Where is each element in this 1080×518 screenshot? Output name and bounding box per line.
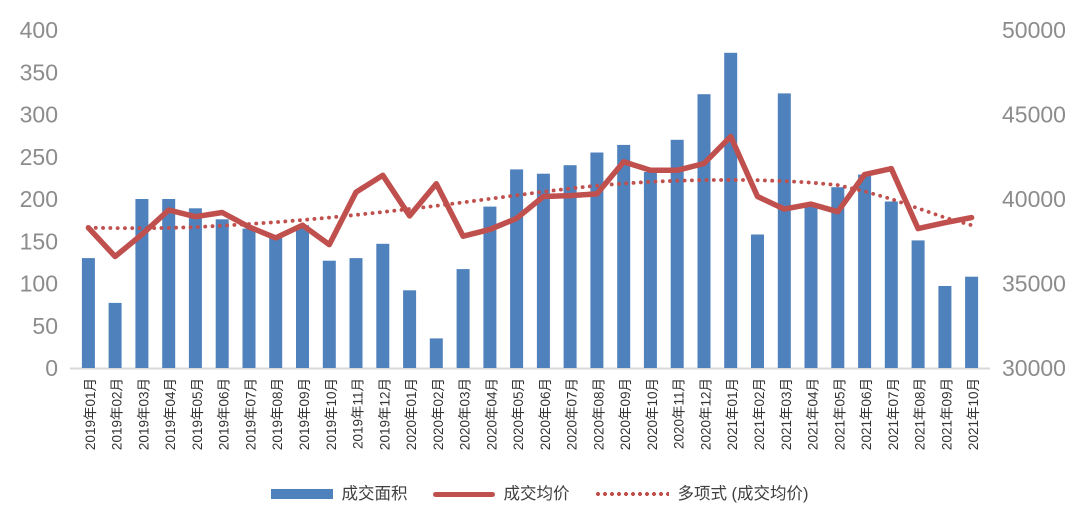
bar-2021年10月 [965, 276, 979, 368]
bar-2020年07月 [563, 165, 577, 368]
bar-2020年05月 [510, 169, 524, 368]
legend-item-trend: 多项式 (成交均价) [595, 485, 809, 503]
y-axis-left-tick-label: 50 [32, 313, 58, 339]
bar-2019年12月 [376, 243, 390, 368]
y-axis-left-tick-label: 200 [20, 186, 58, 212]
bar-2021年04月 [804, 204, 818, 368]
bar-2020年09月 [617, 144, 631, 368]
bar-2020年01月 [403, 290, 417, 368]
x-axis-label: 2020年08月 [591, 378, 606, 450]
bar-2021年02月 [751, 234, 764, 368]
x-axis-label: 2020年07月 [565, 378, 580, 450]
bar-2020年11月 [670, 139, 684, 368]
bar-2021年03月 [777, 93, 791, 369]
y-axis-right-tick-label: 30000 [1002, 355, 1066, 381]
bar-2020年12月 [697, 94, 711, 368]
bar-2021年09月 [938, 286, 952, 368]
trendline-dotted [86, 177, 974, 231]
bar-2019年08月 [269, 235, 283, 368]
y-axis-left-tick-label: 100 [20, 271, 58, 297]
x-axis-label: 2019年11月 [351, 378, 366, 449]
x-axis-label: 2021年06月 [859, 378, 874, 450]
legend-swatch-dotted-line [595, 491, 670, 498]
y-axis-left-tick-label: 300 [20, 102, 58, 128]
bar-2020年06月 [536, 173, 550, 368]
x-axis-label: 2020年04月 [484, 378, 499, 450]
y-axis-right-tick-label: 45000 [1002, 102, 1066, 128]
x-axis-label: 2020年02月 [431, 378, 446, 450]
x-axis-label: 2019年10月 [324, 378, 339, 450]
x-axis-label: 2019年06月 [217, 378, 232, 450]
bar-2020年10月 [643, 172, 657, 368]
x-axis-label: 2019年05月 [190, 378, 205, 450]
x-axis-label: 2019年04月 [163, 378, 178, 450]
x-axis-label: 2019年12月 [377, 378, 392, 450]
bar-2019年02月 [108, 302, 122, 368]
y-axis-left-tick-label: 400 [20, 17, 58, 43]
bar-2019年01月 [81, 258, 95, 368]
x-axis-label: 2019年07月 [244, 378, 259, 450]
x-axis-label: 2020年06月 [538, 378, 553, 450]
bar-2019年06月 [215, 219, 229, 368]
price-line [85, 133, 975, 260]
legend-item-price: 成交均价 [433, 486, 569, 503]
legend-swatch-bar [271, 489, 334, 500]
x-axis-label: 2021年03月 [779, 378, 794, 450]
x-axis-label: 2021年02月 [752, 378, 767, 450]
y-axis-right-tick-label: 50000 [1002, 17, 1066, 43]
y-axis-left-tick-label: 250 [20, 144, 58, 170]
x-axis-label: 2020年01月 [404, 378, 419, 450]
legend: 成交面积 成交均价 多项式 (成交均价) [0, 486, 1080, 503]
legend-swatch-line [433, 491, 496, 497]
bar-2021年08月 [911, 240, 925, 368]
bar-2020年03月 [456, 269, 470, 368]
y-axis-left-tick-label: 0 [45, 355, 58, 381]
bar-2021年06月 [858, 174, 872, 368]
bar-2019年04月 [162, 199, 176, 368]
x-axis-label: 2019年03月 [136, 378, 151, 450]
x-axis-label: 2021年08月 [913, 378, 928, 450]
bar-2021年01月 [724, 52, 738, 369]
x-axis-label: 2020年12月 [699, 378, 714, 450]
bar-2019年09月 [296, 225, 309, 368]
x-axis-label: 2021年05月 [832, 378, 847, 450]
bar-2020年08月 [590, 152, 604, 368]
y-axis-right-tick-label: 40000 [1002, 186, 1066, 212]
x-axis-label: 2020年03月 [458, 378, 473, 450]
bar-2020年04月 [483, 206, 497, 368]
x-axis-label: 2020年10月 [645, 378, 660, 450]
bar-2019年07月 [242, 228, 256, 368]
x-axis-label: 2021年10月 [966, 378, 981, 450]
bar-2021年07月 [884, 201, 898, 368]
x-axis-label: 2020年05月 [511, 378, 526, 450]
x-axis-label: 2021年07月 [886, 378, 901, 450]
x-axis-label: 2019年01月 [83, 378, 98, 450]
bar-2019年10月 [322, 260, 336, 368]
y-axis-left-tick-label: 150 [20, 228, 58, 254]
legend-label-trend: 多项式 (成交均价) [677, 485, 809, 503]
legend-label-price: 成交均价 [503, 485, 570, 503]
bar-2019年03月 [135, 199, 149, 368]
y-axis-right-tick-label: 35000 [1002, 271, 1066, 297]
x-axis-label: 2021年09月 [939, 378, 954, 450]
bar-2019年05月 [188, 208, 202, 368]
bar-2019年11月 [349, 258, 363, 368]
x-axis-label: 2021年04月 [806, 378, 821, 450]
y-axis-left-tick-label: 350 [20, 59, 58, 85]
x-axis-label: 2019年09月 [297, 378, 312, 450]
legend-item-area: 成交面积 [271, 486, 407, 503]
x-axis-label: 2020年11月 [672, 378, 687, 449]
x-axis-label: 2019年02月 [110, 378, 125, 450]
x-axis-label: 2019年08月 [270, 378, 285, 450]
bar-2021年05月 [831, 187, 845, 368]
x-axis-label: 2021年01月 [725, 378, 740, 450]
x-axis-label: 2020年09月 [618, 378, 633, 450]
legend-label-area: 成交面积 [341, 485, 408, 503]
bar-2020年02月 [429, 338, 443, 368]
